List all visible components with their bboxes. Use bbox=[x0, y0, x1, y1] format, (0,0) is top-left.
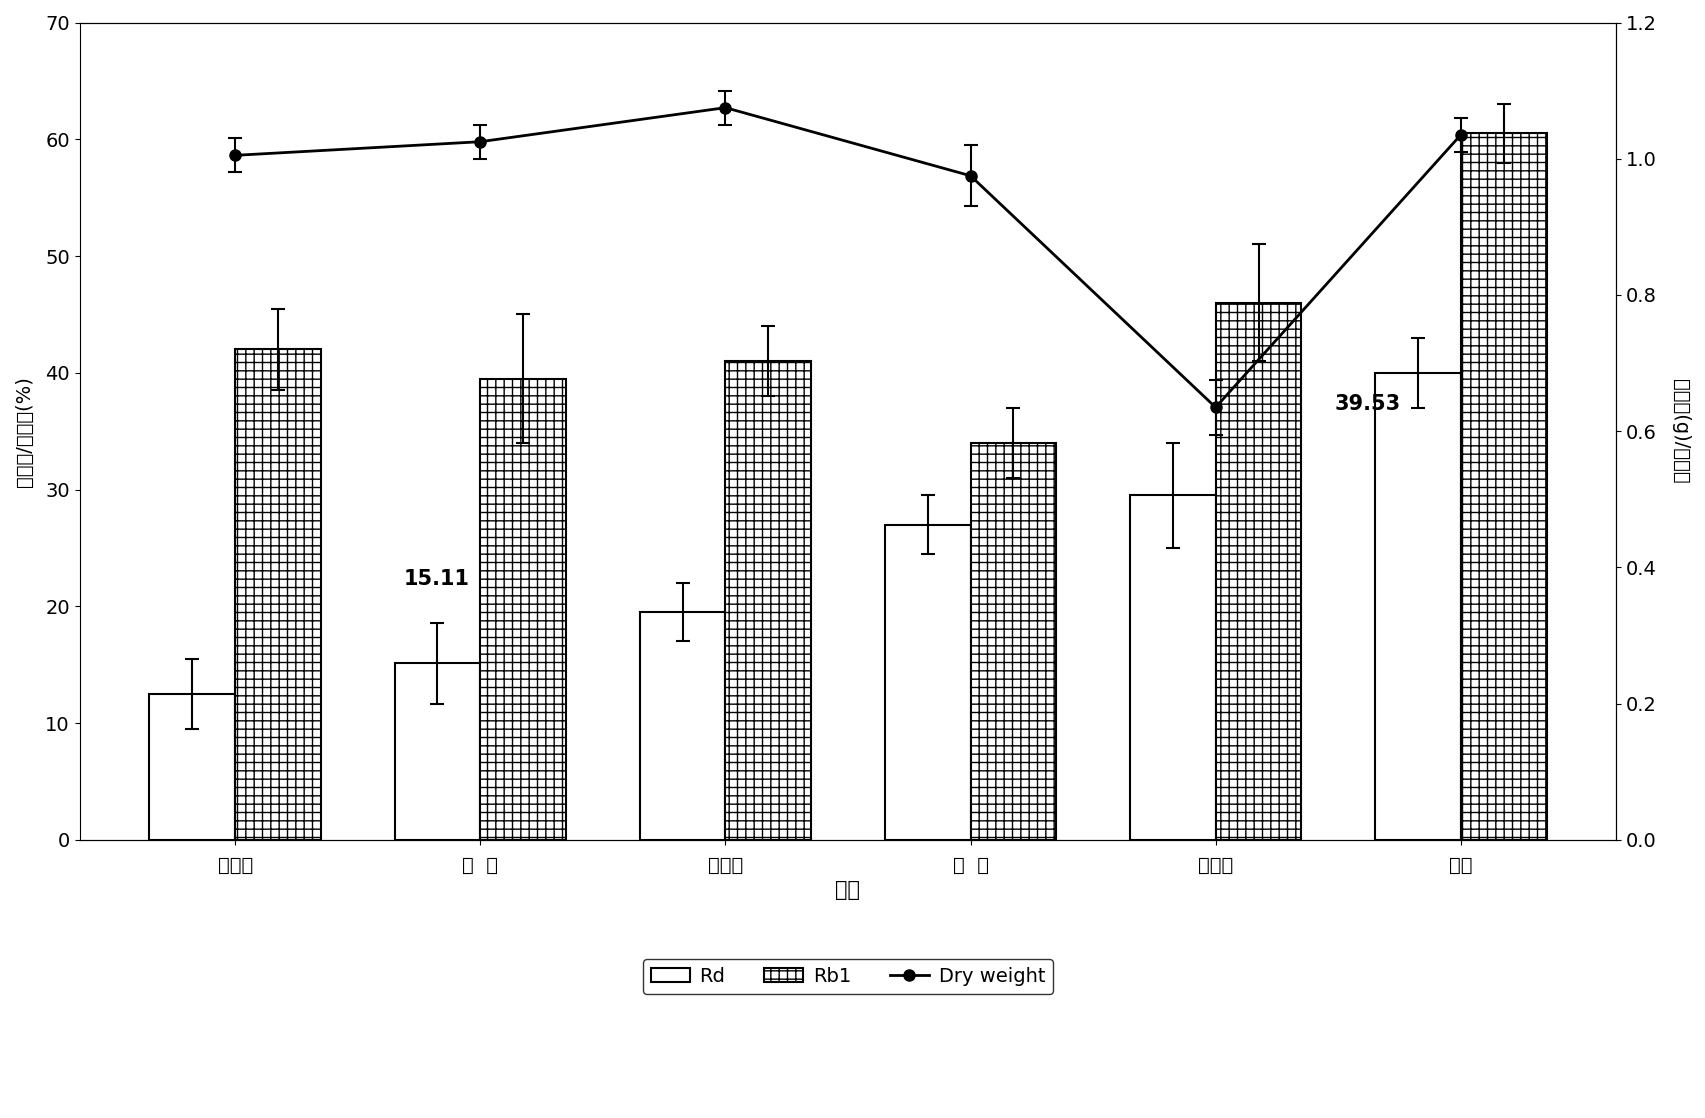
Bar bbox=[1374, 372, 1461, 840]
Bar bbox=[725, 361, 812, 840]
X-axis label: 碳源: 碳源 bbox=[835, 881, 861, 900]
Y-axis label: 菌干重(g)/菌密度: 菌干重(g)/菌密度 bbox=[1671, 379, 1690, 483]
Bar bbox=[1461, 133, 1546, 840]
Bar bbox=[235, 350, 321, 840]
Bar bbox=[1216, 303, 1301, 840]
Text: 39.53: 39.53 bbox=[1335, 394, 1402, 414]
Bar bbox=[885, 524, 970, 840]
Bar bbox=[394, 663, 481, 840]
Bar bbox=[150, 694, 235, 840]
Bar bbox=[481, 379, 566, 840]
Text: 15.11: 15.11 bbox=[402, 569, 469, 589]
Y-axis label: 转化率/残余率(%): 转化率/残余率(%) bbox=[15, 376, 34, 486]
Bar bbox=[639, 613, 725, 840]
Bar bbox=[1130, 495, 1216, 840]
Legend: Rd, Rb1, Dry weight: Rd, Rb1, Dry weight bbox=[643, 959, 1054, 994]
Bar bbox=[970, 443, 1057, 840]
